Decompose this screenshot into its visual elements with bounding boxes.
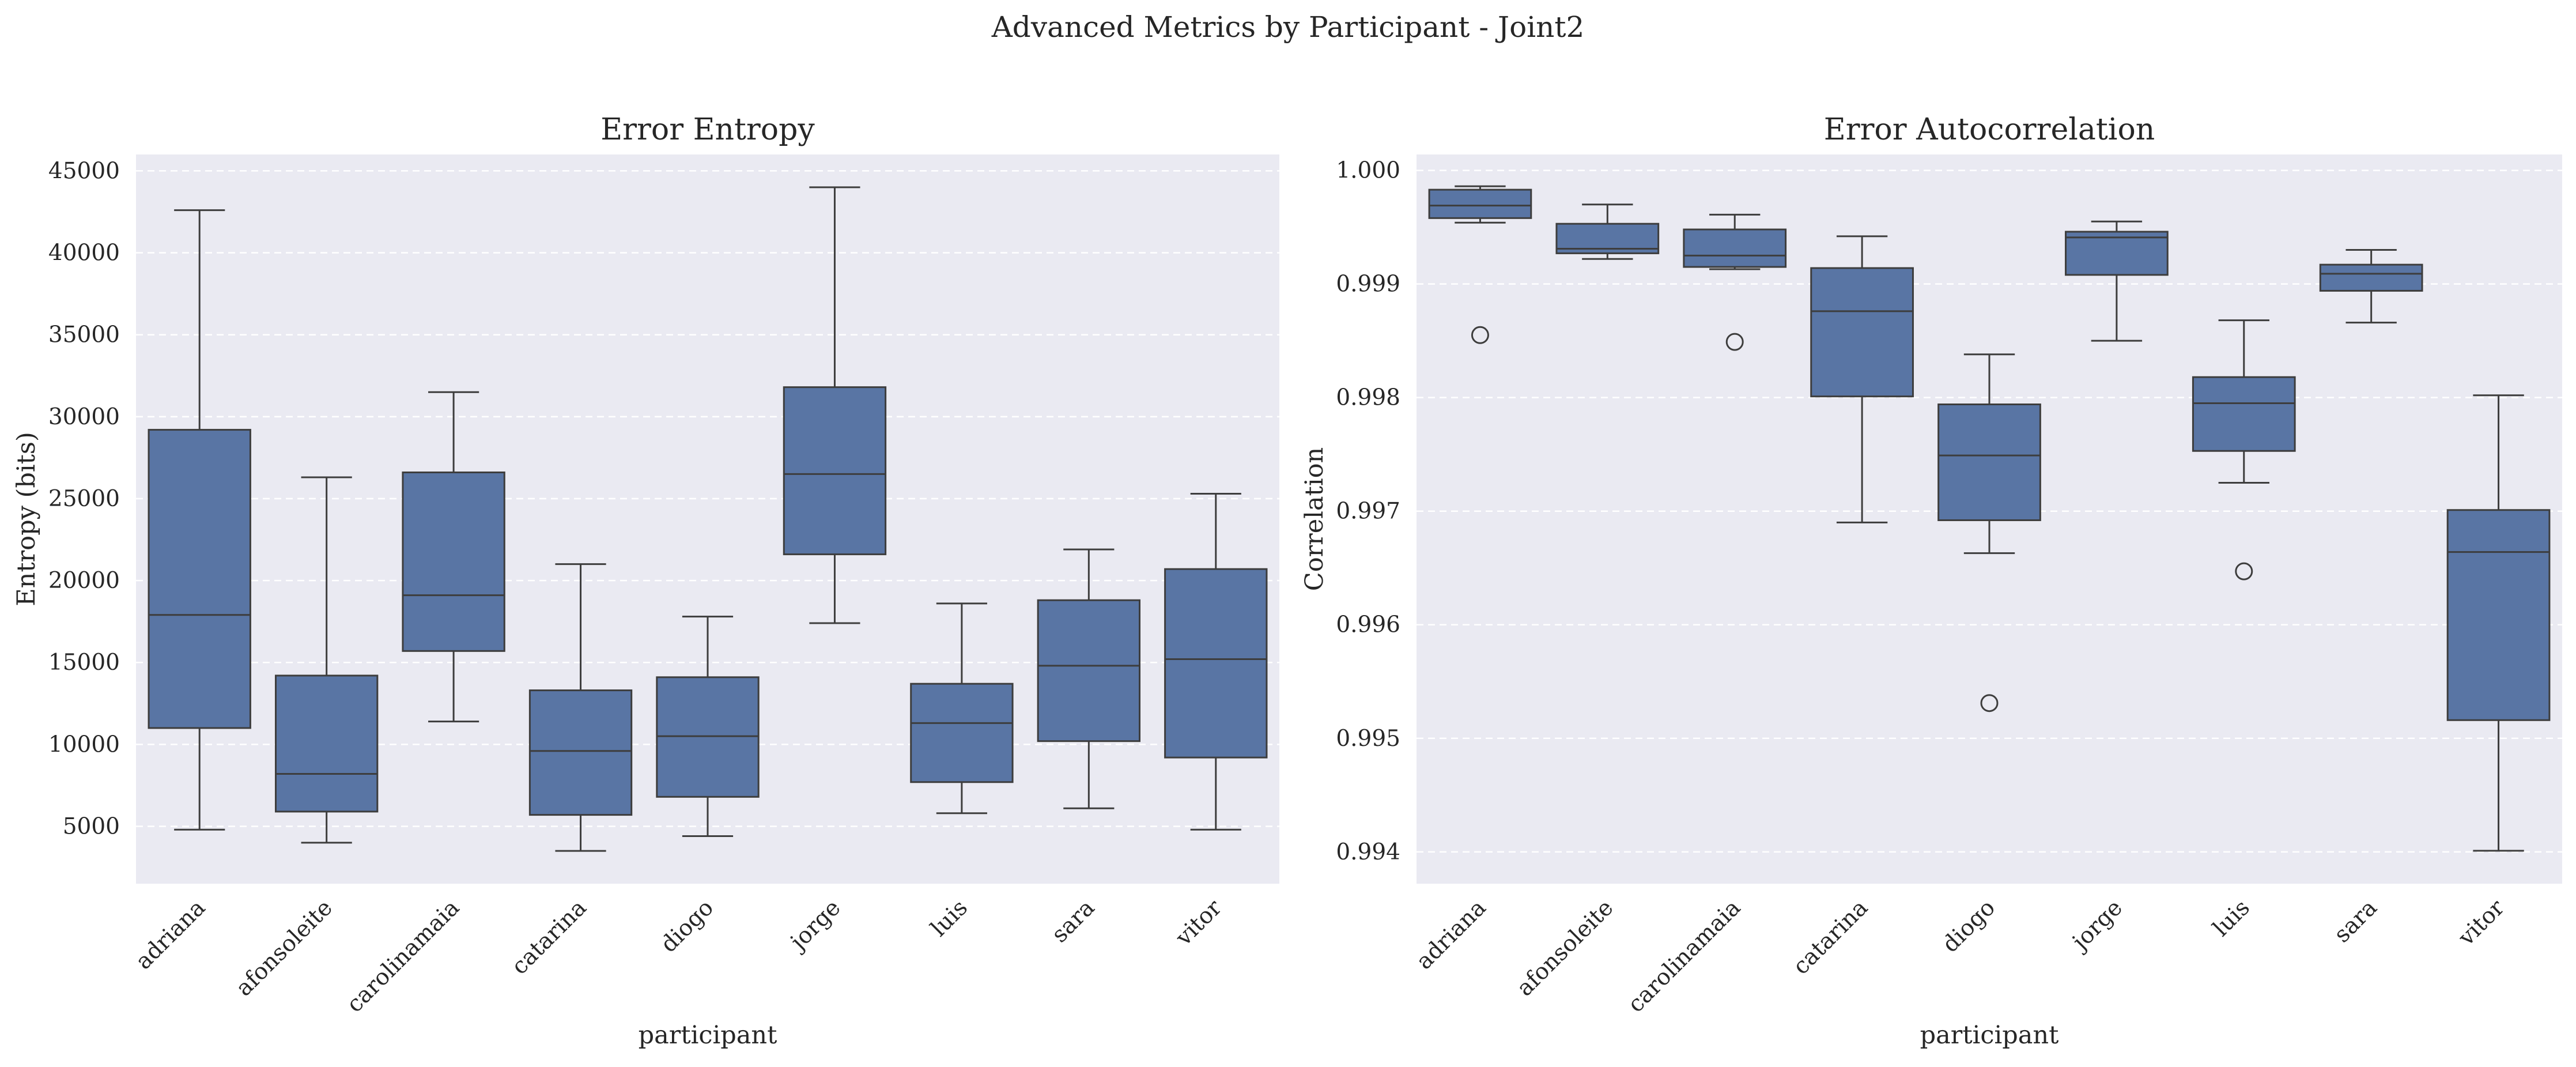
x-axis-label-error-entropy: participant: [639, 1021, 777, 1050]
iqr-box: [2065, 231, 2169, 276]
iqr-box: [1428, 188, 1532, 219]
outlier-point: [1725, 333, 1744, 351]
box-afonsoleite: [274, 476, 379, 844]
y-tick-label: 15000: [48, 650, 120, 676]
panel-title-error-autocorrelation: Error Autocorrelation: [1824, 112, 2155, 147]
box-sara: [2319, 249, 2423, 324]
x-tick-label-diogo: diogo: [1937, 895, 2000, 957]
y-tick-label: 0.994: [1336, 839, 1400, 865]
box-diogo: [1937, 353, 2041, 712]
y-tick-label: 45000: [48, 158, 120, 184]
box-afonsoleite: [1555, 203, 1660, 260]
y-tick-label: 0.996: [1336, 612, 1400, 638]
iqr-box: [2446, 509, 2551, 721]
x-tick-label-adriana: adriana: [131, 895, 211, 975]
x-tick-label-afonsoleite: afonsoleite: [1512, 895, 1618, 1001]
y-tick-label: 20000: [48, 568, 120, 594]
x-tick-label-sara: sara: [2329, 895, 2382, 948]
x-tick-label-adriana: adriana: [1411, 895, 1491, 975]
iqr-box: [1683, 228, 1787, 268]
iqr-box: [402, 471, 505, 652]
box-carolinamaia: [402, 391, 505, 723]
y-tick-labels-error-autocorrelation: 0.994 0.995 0.996 0.997 0.998 0.999 1.000: [1336, 158, 1400, 865]
y-tick-label: 25000: [48, 486, 120, 512]
x-tick-label-catarina: catarina: [1788, 895, 1873, 979]
y-tick-label: 1.000: [1336, 158, 1400, 184]
x-tick-labels-error-autocorrelation: adriana afonsoleite carolinamaia catarina di…: [1411, 895, 2510, 1017]
outlier-point: [1980, 694, 1999, 712]
y-tick-label: 0.997: [1336, 499, 1400, 525]
x-tick-label-vitor: vitor: [2453, 895, 2510, 951]
x-tick-label-catarina: catarina: [507, 895, 591, 979]
y-tick-label: 0.998: [1336, 385, 1400, 411]
y-axis-label-error-autocorrelation: Correlation: [1300, 447, 1329, 591]
y-gridlines-error-autocorrelation: [1417, 169, 2562, 853]
box-luis: [2192, 319, 2296, 580]
outlier-point: [1471, 326, 1489, 344]
y-axis-label-error-entropy: Entropy (bits): [12, 432, 41, 606]
x-tick-labels-error-entropy: adriana afonsoleite carolinamaia catarina di…: [131, 895, 1227, 1017]
y-tick-label: 40000: [48, 240, 120, 266]
panel-error-autocorrelation: 0.994 0.995 0.996 0.997 0.998 0.999 1.000 adri…: [1300, 112, 2562, 1050]
box-vitor: [2446, 394, 2551, 852]
box-catarina: [528, 563, 633, 852]
box-catarina: [1810, 235, 1914, 523]
box-jorge: [2065, 220, 2169, 342]
box-vitor: [1164, 492, 1268, 831]
iqr-box: [1037, 599, 1141, 742]
y-tick-label: 35000: [48, 322, 120, 348]
figure-title: Advanced Metrics by Participant - Joint2: [991, 10, 1585, 44]
iqr-box: [2319, 263, 2423, 292]
x-tick-label-luis: luis: [926, 895, 973, 941]
iqr-box: [528, 689, 633, 816]
box-luis: [910, 602, 1014, 815]
y-tick-label: 0.999: [1336, 272, 1400, 297]
boxes-error-autocorrelation: [1428, 185, 2551, 852]
box-carolinamaia: [1683, 213, 1787, 351]
x-tick-label-sara: sara: [1047, 895, 1100, 948]
box-adriana: [148, 209, 251, 831]
boxes-error-entropy: [148, 186, 1268, 852]
x-tick-label-carolinamaia: carolinamaia: [1623, 895, 1746, 1017]
y-tick-label: 0.995: [1336, 726, 1400, 752]
panel-title-error-entropy: Error Entropy: [600, 112, 815, 147]
box-jorge: [783, 186, 887, 624]
box-diogo: [656, 616, 760, 838]
x-tick-label-jorge: jorge: [2066, 895, 2128, 956]
x-tick-label-jorge: jorge: [784, 895, 846, 956]
x-tick-label-vitor: vitor: [1170, 895, 1227, 951]
outlier-point: [2235, 562, 2253, 580]
x-tick-label-afonsoleite: afonsoleite: [231, 895, 338, 1001]
iqr-box: [2192, 376, 2296, 452]
x-tick-label-diogo: diogo: [656, 895, 719, 957]
iqr-box: [1810, 267, 1914, 398]
iqr-box: [1164, 568, 1268, 759]
box-adriana: [1428, 185, 1532, 344]
panel-error-entropy: 5000 10000 15000 20000 25000 30000 35000 40000 4…: [12, 112, 1279, 1050]
y-tick-labels-error-entropy: 5000 10000 15000 20000 25000 30000 35000 40000 4…: [48, 158, 120, 839]
iqr-box: [783, 386, 887, 556]
x-tick-label-luis: luis: [2208, 895, 2254, 941]
y-tick-label: 5000: [63, 814, 120, 840]
iqr-box: [274, 674, 379, 813]
box-sara: [1037, 548, 1141, 809]
x-axis-label-error-autocorrelation: participant: [1920, 1021, 2059, 1050]
y-tick-label: 30000: [48, 404, 120, 430]
x-tick-label-carolinamaia: carolinamaia: [342, 895, 464, 1017]
y-tick-label: 10000: [48, 732, 120, 757]
iqr-box: [148, 429, 251, 729]
iqr-box: [1937, 403, 2041, 521]
iqr-box: [910, 683, 1014, 783]
